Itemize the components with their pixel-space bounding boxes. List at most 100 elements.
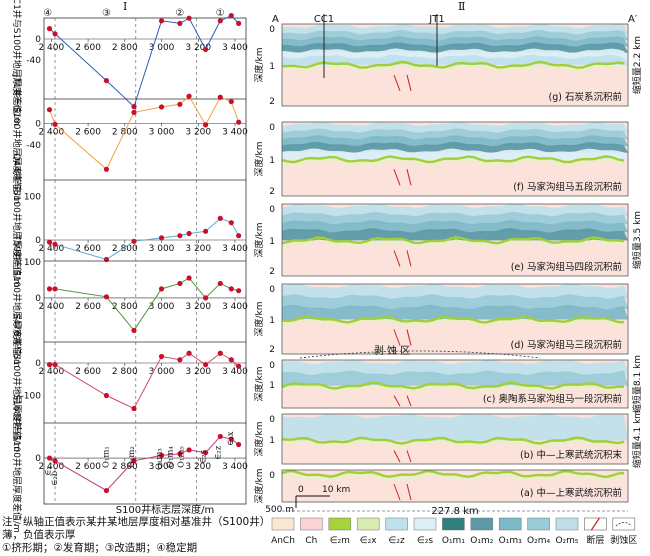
legend-label: Ch [305,536,317,546]
fault-icon [590,517,600,531]
legend-label: 断层 [586,534,604,546]
fault-line [393,395,401,407]
data-point [131,238,137,244]
y-tick-label: 100 [24,193,41,203]
section-caption: (f) 马家沟组马五段沉积前 [513,181,622,193]
legend-label: O₁m₁ [442,536,465,546]
data-point [177,357,183,363]
depth-label: 深度/km [253,141,265,176]
legend-label: ∈₂z [389,536,405,546]
x-tick-label: 2 600 [75,462,101,472]
section-caption: (a) 中—上寒武统沉积前 [520,487,622,499]
stratum-layer [282,228,628,241]
fault-line [393,450,401,463]
data-point [217,350,223,356]
x-tick-label: 2 600 [75,244,101,254]
strata-label: ∈₂b [50,470,60,486]
shortening-label: 缩短量2.2 km [631,36,643,94]
strata-label: ∈₂x [226,431,236,446]
data-point [203,228,209,234]
x-tick-label: 2 600 [75,43,101,53]
strata-label: O₁m₄ [166,446,176,468]
marker-bed [281,236,625,245]
depth-tick: 2 [269,187,275,197]
y-tick-label: 0 [35,359,41,369]
legend-swatch [328,517,352,531]
strata-label: ∈₁ [43,466,53,476]
depth-tick: 1 [269,381,275,391]
data-point [52,286,58,292]
data-point [236,119,242,125]
y-tick-label: 0 [35,454,41,464]
erosion-arc [299,350,541,359]
stratum-layer [282,135,628,146]
x-tick-label: 2 800 [112,462,138,472]
data-point [186,230,192,237]
x-tick-label: 3 400 [222,127,248,137]
data-point [203,122,209,128]
data-point [236,288,242,294]
depth-label: 深度/km [253,222,265,257]
y-tick-label: -100 [21,392,42,402]
y-tick-label: 0 [35,294,41,304]
legend-label: O₂m₄ [527,536,550,546]
fault-line [406,450,412,463]
legend-swatch-erosion [612,517,636,531]
data-point [103,487,110,494]
fault-line [406,74,412,92]
data-point [103,78,110,84]
x-tick-label: 3 000 [149,367,175,377]
x-tick-label: 3 200 [185,43,211,53]
data-point [158,104,165,110]
y-tick-label: 100 [24,258,41,268]
data-point [217,433,223,440]
data-point [228,436,234,442]
legend-swatch [385,517,408,531]
corner-left-label: A [272,14,279,25]
x-tick-label: 3 200 [185,244,211,254]
marker-bed [281,158,625,167]
section-caption: (c) 奥陶系马家沟组马一段沉积前 [483,393,622,405]
data-point [158,286,165,292]
legend-swatch [356,517,380,531]
section-frame [281,283,629,355]
corner-right-label: A′ [628,14,638,25]
section-frame [281,359,629,409]
strata-label: ∈₂s [199,450,209,464]
shortening-label: 缩短量4.1 km [631,410,643,468]
data-point [52,458,58,464]
legend-label: ∈₂s [417,536,433,546]
x-tick-label: 3 200 [185,302,211,312]
legend-swatch [413,517,437,531]
x-tick-label: 3 400 [222,43,248,53]
x-tick-label: 3 400 [222,367,248,377]
data-point [186,447,192,453]
marker-bed [281,155,625,164]
data-point [228,13,234,19]
y-tick-label: -40 [26,141,41,151]
y-tick-label: 0 [35,236,41,246]
data-point [158,235,165,241]
marker-bed [281,469,625,479]
y-axis-label: S168井与S100井地层厚度差值/m [11,394,23,533]
section-frame [281,469,629,503]
legend-label: ∈₂x [360,536,377,546]
fault-line [393,250,401,267]
stage-marker: ④ [43,8,52,19]
erosion-label: 剥 蚀 区 [374,344,410,357]
legend-label: O₁m₂ [470,536,493,546]
depth-tick: 1 [269,316,275,326]
legend-swatch [527,517,550,531]
data-point [177,20,183,26]
footnote-line-2: 薄，负值表示厚 [2,529,76,541]
x-axis-label: S100井标志层深度/m [116,503,215,516]
data-point [217,94,223,100]
data-point [186,93,192,99]
x-tick-label: 3 400 [222,244,248,254]
depth-tick: 0 [269,123,275,133]
data-point [236,233,242,239]
x-tick-label: 3 400 [222,462,248,472]
x-tick-label: 3 000 [149,244,175,254]
x-tick-label: 2 800 [112,367,138,377]
legend-label: O₁m₃ [499,536,522,546]
